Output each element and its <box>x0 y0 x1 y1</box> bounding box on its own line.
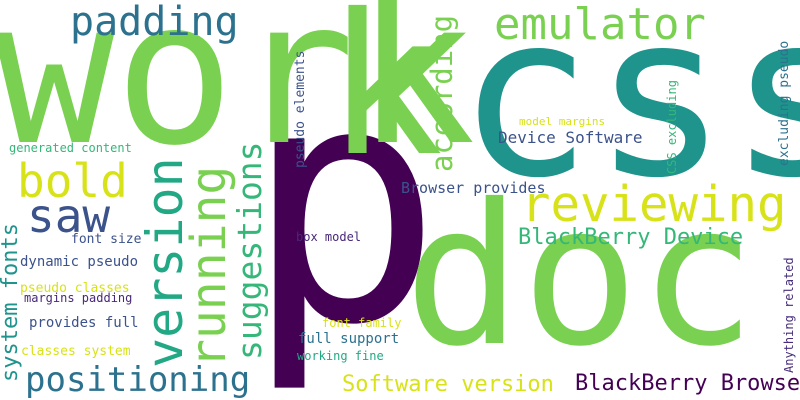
word-doc: doc <box>404 162 757 389</box>
word-software-version: Software version <box>342 372 554 397</box>
word-browser-provides: Device Software <box>498 128 643 147</box>
word-bold: bold <box>17 154 128 208</box>
word-font-family: font family <box>322 316 402 330</box>
word-work: work <box>0 0 476 190</box>
word-box-model: box model <box>296 230 362 244</box>
word-padding: padding <box>70 0 239 45</box>
word-device-software: system fonts <box>0 223 23 382</box>
word-blackberry-browser: BlackBerry Browser <box>575 371 800 396</box>
word-provides-full: provides full <box>29 315 139 331</box>
word-css: css <box>457 0 800 228</box>
word-pseudo-elements: pseudo elements <box>293 50 308 168</box>
word-excluding-pseudo: excluding pseudo <box>777 40 792 166</box>
word-emulator: emulator <box>494 0 706 50</box>
word-blackberry-device: BlackBerry Device <box>518 225 744 250</box>
word-working-fine: working fine <box>297 349 384 363</box>
word-reviewing: reviewing <box>521 176 787 233</box>
word-font-size: font size <box>71 232 142 247</box>
word-suggestions: suggestions <box>230 141 269 360</box>
word-full-support: full support <box>298 331 400 347</box>
word-according: according <box>425 14 459 172</box>
word-saw: saw <box>27 189 111 243</box>
word-p: p <box>244 13 443 397</box>
word-running: running <box>181 165 237 368</box>
word-k: k <box>326 0 444 199</box>
word-classes-system: classes system <box>21 344 131 359</box>
word-positioning: positioning <box>25 360 251 400</box>
word-pseudo-classes: pseudo classes <box>20 281 130 296</box>
word-system-fonts: Browser provides <box>401 179 546 197</box>
word-dynamic-pseudo: dynamic pseudo <box>20 254 139 270</box>
word-css-excluding: CSS excluding <box>665 80 679 174</box>
word-model-margins: model margins <box>519 115 606 128</box>
word-anything-related: Anything related <box>782 257 796 373</box>
word-generated-content: generated content <box>9 141 132 155</box>
word-margins-padding: margins padding <box>24 291 133 305</box>
